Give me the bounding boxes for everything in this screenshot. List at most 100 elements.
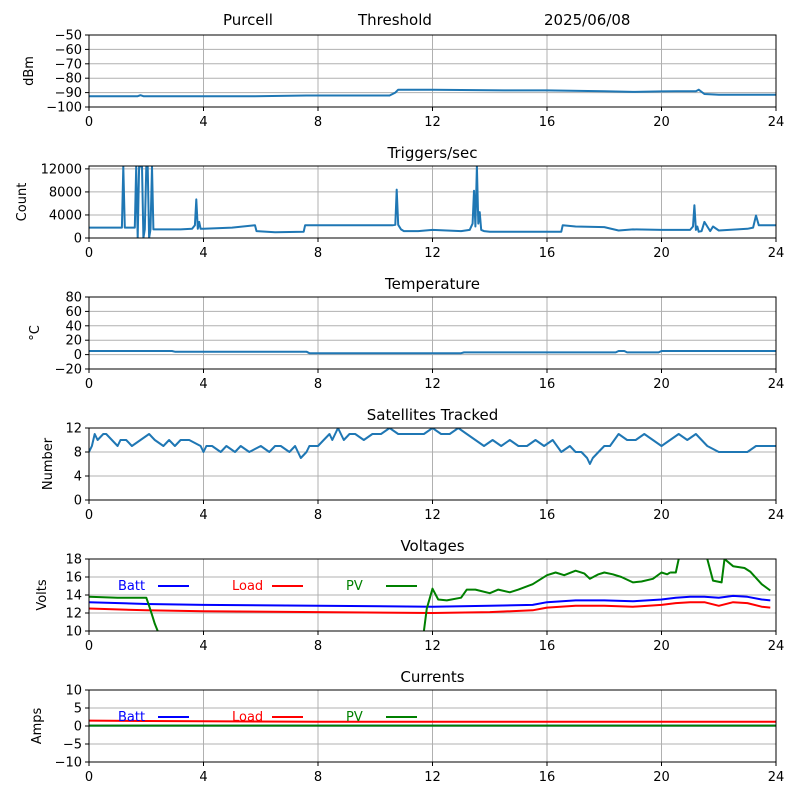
x-tick-label: 24 bbox=[768, 246, 785, 261]
y-axis-label: Count bbox=[15, 183, 30, 222]
y-tick-label: −5 bbox=[63, 738, 82, 753]
y-tick-label: 14 bbox=[65, 589, 82, 604]
y-tick-label: 8000 bbox=[49, 185, 82, 200]
x-tick-label: 20 bbox=[653, 115, 670, 130]
x-tick-label: 12 bbox=[424, 508, 441, 523]
series-line-3 bbox=[89, 595, 159, 631]
y-tick-label: 0 bbox=[74, 232, 82, 247]
x-tick-label: 12 bbox=[424, 770, 441, 785]
x-tick-label: 24 bbox=[768, 115, 785, 130]
y-axis-label: Number bbox=[41, 437, 56, 490]
x-tick-label: 8 bbox=[314, 377, 322, 392]
series-line-2 bbox=[89, 601, 771, 614]
y-tick-label: −90 bbox=[55, 86, 82, 101]
x-tick-label: 4 bbox=[199, 639, 207, 654]
header-date: 2025/06/08 bbox=[544, 11, 631, 29]
x-tick-label: 20 bbox=[653, 377, 670, 392]
x-tick-label: 12 bbox=[424, 639, 441, 654]
y-tick-label: 80 bbox=[65, 291, 82, 306]
x-tick-label: 8 bbox=[314, 246, 322, 261]
y-tick-label: −70 bbox=[55, 57, 82, 72]
x-tick-label: 16 bbox=[539, 770, 556, 785]
panel-frame bbox=[88, 296, 777, 370]
x-tick-label: 24 bbox=[768, 377, 785, 392]
panel-title: Voltages bbox=[400, 537, 464, 555]
x-tick-label: 4 bbox=[199, 115, 207, 130]
x-tick-label: 8 bbox=[314, 639, 322, 654]
y-tick-label: −10 bbox=[55, 756, 82, 771]
x-tick-label: 24 bbox=[768, 508, 785, 523]
panel-1: 0 4 8 12 16 20 24 −50−60−70−80−90−100 dBm bbox=[22, 29, 784, 131]
x-tick-label: 4 bbox=[199, 508, 207, 523]
y-tick-label: −60 bbox=[55, 43, 82, 58]
x-tick-label: 0 bbox=[85, 770, 93, 785]
x-tick-label: 16 bbox=[539, 246, 556, 261]
series-line-5 bbox=[670, 559, 680, 574]
panel-title: Satellites Tracked bbox=[367, 406, 498, 424]
y-tick-label: 20 bbox=[65, 334, 82, 349]
y-tick-label: 12000 bbox=[41, 162, 82, 177]
x-tick-label: 0 bbox=[85, 115, 93, 130]
panel-5: 0 4 8 12 16 20 24 18 16 14 12 10 Batt Load PV Voltages V… bbox=[35, 537, 784, 654]
x-tick-label: 8 bbox=[314, 508, 322, 523]
x-tick-label: 20 bbox=[653, 639, 670, 654]
y-axis-label: dBm bbox=[22, 56, 37, 86]
y-tick-label: 10 bbox=[65, 625, 82, 640]
series-line-1 bbox=[89, 88, 776, 98]
legend-label: Load bbox=[232, 579, 263, 594]
legend-label: Batt bbox=[118, 579, 145, 594]
y-tick-label: 0 bbox=[74, 720, 82, 735]
header-station: Purcell bbox=[223, 11, 273, 29]
y-axis-label: Amps bbox=[30, 707, 45, 744]
series-line-2 bbox=[89, 719, 776, 723]
x-tick-label: 4 bbox=[199, 770, 207, 785]
y-tick-label: 60 bbox=[65, 305, 82, 320]
header-mode: Threshold bbox=[358, 11, 432, 29]
y-tick-label: 4000 bbox=[49, 208, 82, 223]
legend-label: Batt bbox=[118, 710, 145, 725]
series-line-1 bbox=[89, 350, 776, 355]
y-tick-label: 12 bbox=[65, 422, 82, 437]
x-tick-label: 8 bbox=[314, 770, 322, 785]
x-tick-label: 12 bbox=[424, 115, 441, 130]
y-tick-label: 5 bbox=[74, 702, 82, 717]
y-tick-label: 0 bbox=[74, 348, 82, 363]
x-tick-label: 0 bbox=[85, 246, 93, 261]
y-tick-label: 18 bbox=[65, 553, 82, 568]
series-line-1 bbox=[89, 594, 771, 608]
x-tick-label: 24 bbox=[768, 639, 785, 654]
panel-frame bbox=[88, 165, 777, 239]
panel-title: Triggers/sec bbox=[387, 144, 478, 162]
x-tick-label: 8 bbox=[314, 115, 322, 130]
panel-frame bbox=[88, 558, 777, 632]
x-tick-label: 16 bbox=[539, 115, 556, 130]
panel-4: 0 4 8 12 16 20 24 12 8 4 0 Satellites Tracked Number bbox=[41, 406, 784, 523]
y-tick-label: 0 bbox=[74, 494, 82, 509]
y-tick-label: 4 bbox=[74, 470, 82, 485]
panel-title: Temperature bbox=[384, 275, 480, 293]
y-tick-label: 12 bbox=[65, 607, 82, 622]
series-line-1 bbox=[89, 166, 776, 238]
panel-6: 0 4 8 12 16 20 24 10 5 0 −5 −10 Batt Load PV Currents Am… bbox=[30, 668, 784, 785]
legend-label: PV bbox=[346, 579, 363, 594]
x-tick-label: 4 bbox=[199, 377, 207, 392]
series-line-6 bbox=[706, 559, 771, 592]
x-tick-label: 0 bbox=[85, 639, 93, 654]
x-tick-label: 20 bbox=[653, 508, 670, 523]
series-line-1 bbox=[89, 428, 776, 465]
y-tick-label: 8 bbox=[74, 446, 82, 461]
x-tick-label: 0 bbox=[85, 377, 93, 392]
y-tick-label: −20 bbox=[55, 363, 82, 378]
x-tick-label: 12 bbox=[424, 246, 441, 261]
legend-label: Load bbox=[232, 710, 263, 725]
panel-frame bbox=[88, 689, 777, 763]
y-tick-label: −50 bbox=[55, 29, 82, 44]
panel-frame bbox=[88, 427, 777, 501]
x-tick-label: 16 bbox=[539, 377, 556, 392]
y-axis-label: Volts bbox=[35, 579, 50, 611]
y-tick-label: 40 bbox=[65, 319, 82, 334]
series-line-4 bbox=[422, 569, 671, 631]
y-tick-label: 16 bbox=[65, 571, 82, 586]
x-tick-label: 24 bbox=[768, 770, 785, 785]
